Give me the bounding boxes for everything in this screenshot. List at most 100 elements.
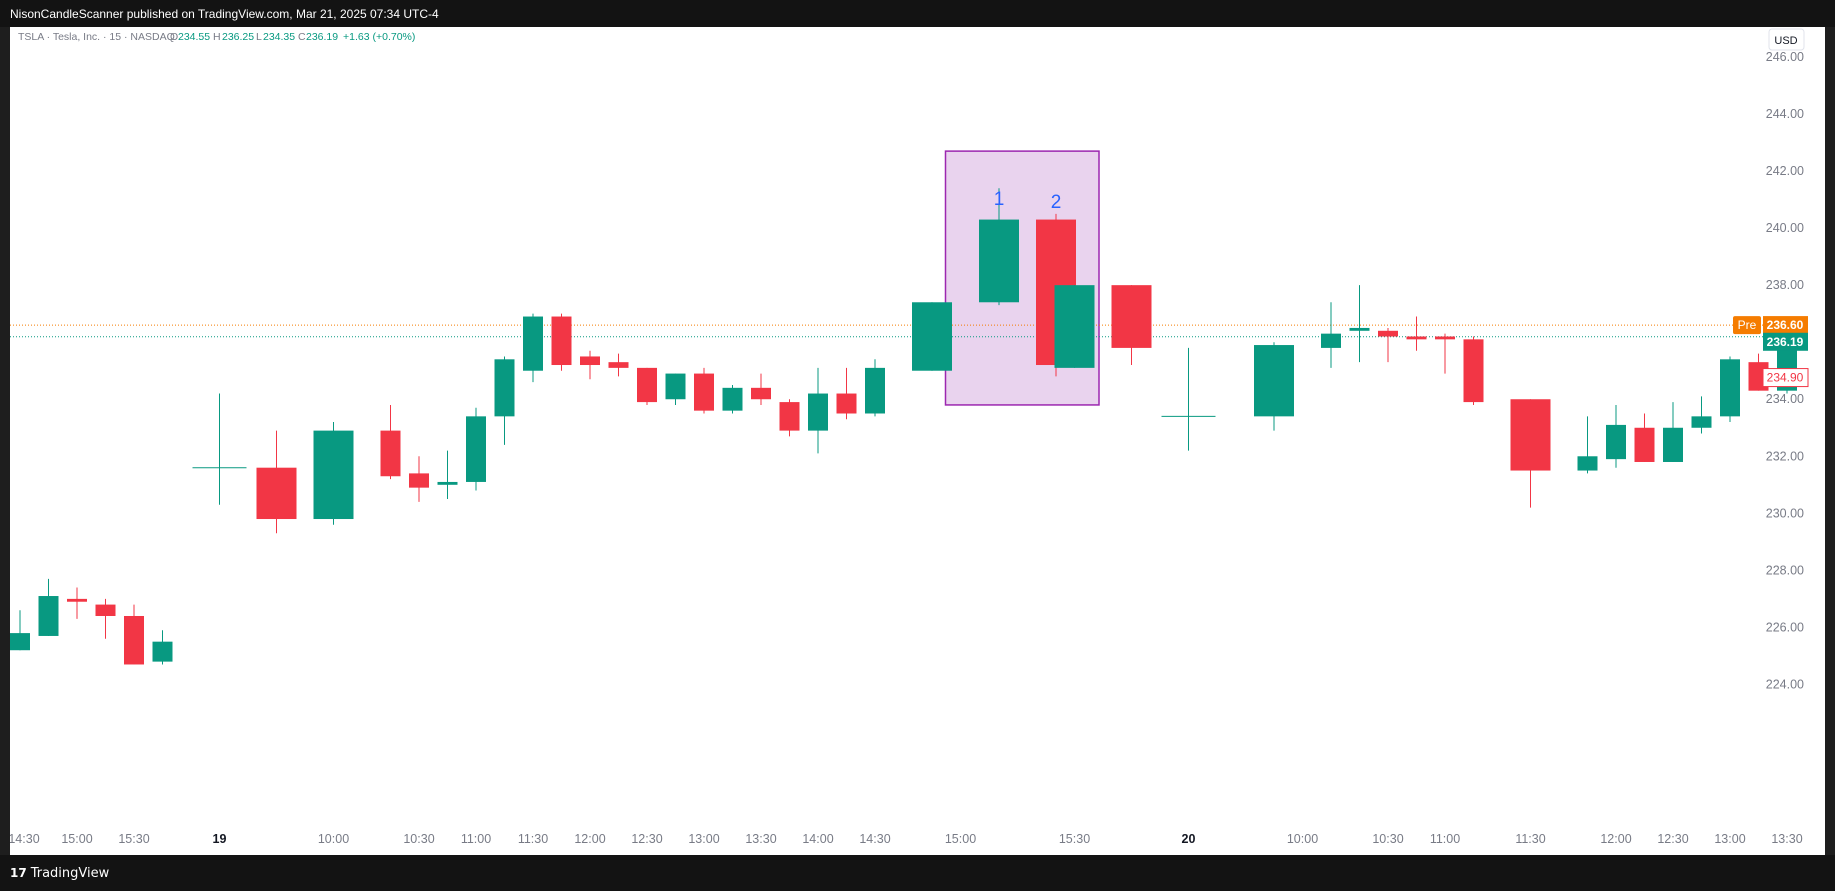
candle[interactable] (38, 578, 59, 636)
premarket-price-label: Pre 236.60 (1733, 316, 1808, 335)
y-tick-label: 226.00 (1766, 620, 1804, 634)
x-tick-label: 15:00 (945, 832, 976, 846)
candle[interactable] (523, 313, 543, 383)
candle[interactable] (979, 188, 1019, 306)
candle[interactable] (608, 353, 629, 377)
candle[interactable] (1349, 285, 1370, 363)
legend-open-label: O (170, 31, 178, 43)
candle[interactable] (912, 302, 952, 371)
candle[interactable] (192, 393, 247, 505)
x-tick-label: 12:00 (1600, 832, 1631, 846)
candle[interactable] (437, 450, 458, 500)
candle-body (1606, 424, 1626, 460)
candle-body (722, 387, 743, 411)
footer-bar: 17 TradingView (0, 855, 1835, 891)
legend-high-label: H (213, 31, 221, 43)
x-tick-label: 14:00 (802, 832, 833, 846)
candle[interactable] (722, 384, 743, 414)
tradingview-logo[interactable]: 17 TradingView (10, 866, 109, 881)
annotation-label-2[interactable]: 2 (1051, 192, 1062, 213)
x-tick-label: 10:30 (403, 832, 434, 846)
chart-frame[interactable]: 1 2 14:30 15:00 15:30 19 10:00 10:30 11:00 11:30… (8, 27, 1825, 855)
candle[interactable] (836, 367, 857, 420)
candle[interactable] (1577, 416, 1598, 474)
candle-body (1577, 456, 1598, 471)
candle-body (779, 402, 800, 431)
x-tick-label: 15:30 (1059, 832, 1090, 846)
y-tick-label: 240.00 (1766, 221, 1804, 235)
candle[interactable] (10, 610, 30, 651)
publish-header: NisonCandleScanner published on TradingV… (0, 0, 1835, 27)
candle-body (637, 367, 657, 403)
candle[interactable] (694, 367, 714, 414)
candle[interactable] (1510, 399, 1551, 508)
legend-change: +1.63 (+0.70%) (343, 31, 415, 43)
last-price-value: 236.19 (1767, 335, 1804, 349)
candle[interactable] (1720, 356, 1740, 423)
candle[interactable] (1406, 316, 1427, 351)
candle-body (912, 302, 952, 371)
candle[interactable] (779, 399, 800, 437)
currency-button[interactable]: USD (1768, 28, 1805, 51)
candle-body (38, 596, 59, 636)
y-tick-label: 242.00 (1766, 164, 1804, 178)
candle[interactable] (1606, 404, 1626, 468)
candle[interactable] (466, 407, 486, 491)
y-tick-label: 244.00 (1766, 107, 1804, 121)
candle-body (1634, 427, 1655, 462)
legend-low-label: L (256, 31, 262, 43)
candle-body (1054, 285, 1095, 368)
x-tick-label: 13:30 (745, 832, 776, 846)
candle[interactable] (865, 359, 885, 417)
candle[interactable] (580, 350, 600, 380)
candle[interactable] (494, 356, 515, 445)
y-tick-label: 246.00 (1766, 50, 1804, 64)
annotation-label-1[interactable]: 1 (994, 189, 1005, 210)
candle[interactable] (1634, 413, 1655, 462)
candle[interactable] (95, 598, 116, 639)
candle[interactable] (1161, 347, 1216, 451)
x-tick-label: 12:00 (574, 832, 605, 846)
y-tick-label: 224.00 (1766, 677, 1804, 691)
candle[interactable] (380, 404, 401, 480)
tradingview-logo-icon: 17 (10, 866, 27, 880)
x-tick-label: 10:30 (1372, 832, 1403, 846)
candle[interactable] (409, 456, 429, 502)
candle[interactable] (1691, 396, 1712, 434)
last-price-label: 236.19 (1763, 332, 1808, 351)
candle-body (1111, 285, 1152, 348)
candle-body (979, 219, 1019, 303)
candle[interactable] (313, 422, 354, 525)
candle[interactable] (1254, 342, 1294, 431)
candle[interactable] (808, 367, 828, 454)
candle-body (67, 598, 87, 602)
candle-body (1254, 345, 1294, 417)
x-tick-label: 15:30 (118, 832, 149, 846)
candle-body (494, 359, 515, 417)
candle-body (836, 393, 857, 414)
publish-info-text: NisonCandleScanner published on TradingV… (10, 7, 439, 21)
candle[interactable] (124, 604, 144, 665)
premarket-tag: Pre (1738, 318, 1757, 332)
candle-body (608, 362, 629, 368)
candle[interactable] (551, 313, 572, 371)
candle[interactable] (1111, 285, 1152, 366)
legend-symbol: TSLA · Tesla, Inc. · 15 · NASDAQ (18, 31, 175, 43)
candle[interactable] (1054, 285, 1095, 368)
candle[interactable] (665, 373, 686, 405)
candle[interactable] (152, 630, 173, 665)
candle[interactable] (1435, 333, 1455, 374)
candle[interactable] (67, 587, 87, 619)
x-tick-label: 12:30 (1657, 832, 1688, 846)
candle[interactable] (256, 430, 297, 534)
candle[interactable] (1463, 336, 1484, 405)
outline-price-label: 234.90 (1762, 368, 1809, 388)
candle[interactable] (1321, 302, 1341, 368)
candle[interactable] (637, 367, 657, 405)
candle[interactable] (1378, 327, 1398, 363)
candlestick-chart[interactable]: 1 2 14:30 15:00 15:30 19 10:00 10:30 11:00 11:30… (8, 27, 1825, 855)
candle[interactable] (1663, 402, 1683, 462)
candle-body (124, 615, 144, 665)
x-tick-label: 11:00 (1430, 832, 1460, 846)
candle[interactable] (751, 373, 771, 405)
